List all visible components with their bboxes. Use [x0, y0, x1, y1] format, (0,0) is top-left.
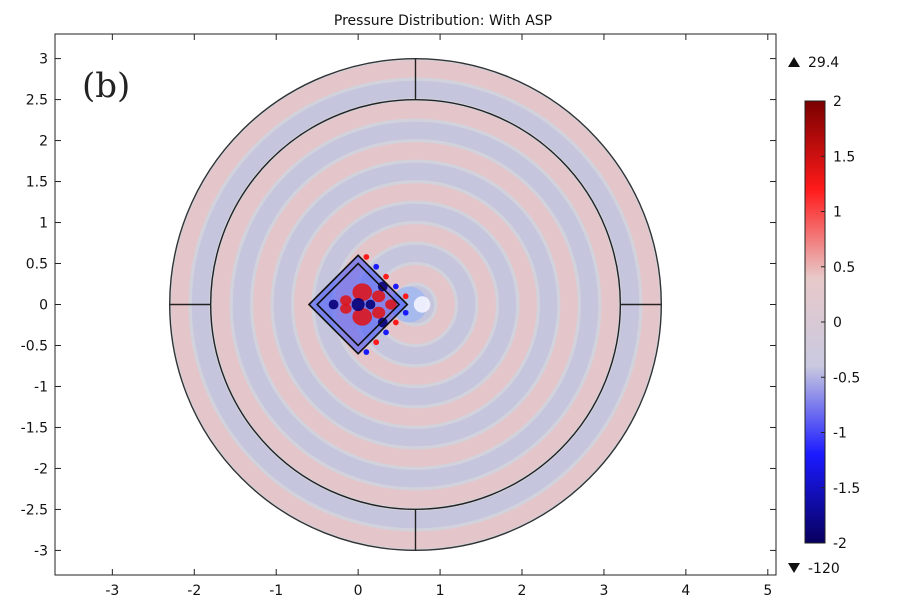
range-max-arrow-icon	[788, 57, 800, 67]
inner-diamond	[316, 262, 401, 347]
near-field-blob	[373, 339, 380, 346]
pressure-ring-negative	[232, 121, 599, 488]
y-tick-label: 0.5	[26, 257, 48, 273]
y-tick-label: -0.5	[21, 338, 48, 354]
near-field-blob	[372, 306, 386, 319]
colorbar-tick-label: -1	[833, 426, 847, 442]
near-field-blob	[373, 263, 380, 270]
y-axis: 3 2.5 2 1.5 1 0.5 0 -0.5 -1 -1.5 -2 -2.5 -3	[21, 52, 776, 559]
near-field-blob	[392, 283, 399, 290]
x-tick-label: 2	[518, 583, 527, 599]
near-field-blob	[402, 309, 409, 316]
colorbar-tick-label: -2	[833, 536, 847, 552]
y-tick-label: 3	[39, 52, 48, 68]
pressure-field	[169, 58, 662, 551]
near-field-blob	[413, 296, 431, 313]
colorbar-tick-label: 2	[833, 94, 842, 110]
near-field-blob	[390, 286, 427, 323]
y-tick-label: 1	[39, 216, 48, 232]
pressure-ring-positive	[253, 142, 578, 467]
near-field-blob	[365, 299, 376, 310]
range-min-label: -120	[808, 561, 840, 577]
y-tick-label: 2	[39, 134, 48, 150]
near-field-blob	[377, 281, 388, 292]
x-tick-label: 3	[599, 583, 608, 599]
y-tick-label: -2	[34, 461, 48, 477]
y-tick-label: 2.5	[26, 93, 48, 109]
near-field-blob	[377, 317, 388, 328]
colorbar-tick-label: 0	[833, 315, 842, 331]
range-min-arrow-icon	[788, 563, 800, 573]
x-tick-label: -2	[187, 583, 201, 599]
x-tick-label: -3	[105, 583, 119, 599]
pressure-rings	[169, 58, 662, 551]
near-field-blob	[363, 254, 370, 260]
near-field-blob	[328, 299, 339, 310]
near-field-blob	[383, 273, 389, 280]
near-field-blob	[352, 307, 373, 326]
outer-diamond	[307, 254, 409, 355]
colorbar-tick-label: -0.5	[833, 370, 860, 386]
domain-geometry	[169, 58, 662, 551]
x-tick-label: 1	[436, 583, 445, 599]
near-field-blob	[392, 319, 399, 326]
near-field-blob	[383, 329, 389, 336]
near-field-blob	[385, 299, 397, 310]
colorbar-ticks: 2 1.5 1 0.5 0 -0.5 -1 -1.5 -2	[821, 94, 860, 552]
range-max-label: 29.4	[808, 55, 839, 71]
colorbar-tick-label: 0.5	[833, 260, 855, 276]
near-field-blob	[352, 283, 373, 302]
near-field-blob	[340, 295, 352, 306]
x-tick-label: 0	[354, 583, 363, 599]
pressure-ring-positive	[294, 183, 537, 426]
x-tick-label: 5	[763, 583, 772, 599]
x-axis: -3 -2 -1 0 1 2 3 4 5	[105, 34, 772, 599]
pressure-ring-negative	[273, 162, 558, 447]
near-field-blob	[363, 349, 370, 355]
colorbar-tick-label: 1.5	[833, 149, 855, 165]
colorbar: 2 1.5 1 0.5 0 -0.5 -1 -1.5 -2 29.4 -120	[788, 55, 860, 577]
panel-label: (b)	[82, 66, 130, 106]
x-tick-label: -1	[269, 583, 283, 599]
y-tick-label: 0	[39, 298, 48, 314]
colorbar-tick-label: -1.5	[833, 481, 860, 497]
y-tick-label: -1	[34, 379, 48, 395]
near-field-blob	[372, 290, 386, 303]
x-tick-label: 4	[681, 583, 690, 599]
near-field-blob	[351, 297, 365, 312]
pressure-ring-positive	[212, 101, 619, 508]
y-tick-label: -2.5	[21, 502, 48, 518]
chart-title: Pressure Distribution: With ASP	[334, 13, 552, 29]
y-tick-label: -1.5	[21, 420, 48, 436]
near-field-blob	[402, 293, 409, 300]
near-field-blob	[340, 303, 352, 314]
y-tick-label: 1.5	[26, 175, 48, 191]
y-tick-label: -3	[34, 543, 48, 559]
colorbar-tick-label: 1	[833, 205, 842, 221]
